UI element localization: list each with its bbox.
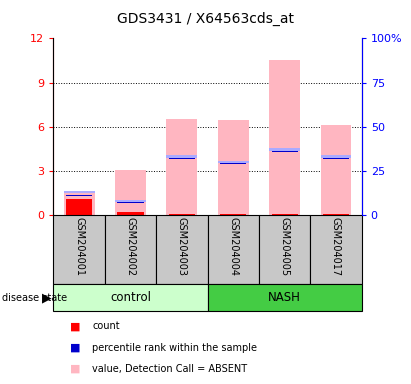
Bar xyxy=(208,215,259,284)
Bar xyxy=(64,192,95,215)
Text: ■: ■ xyxy=(70,364,81,374)
Bar xyxy=(115,170,146,215)
Bar xyxy=(323,158,349,159)
Bar xyxy=(269,148,300,151)
Text: count: count xyxy=(92,321,120,331)
Text: GSM204017: GSM204017 xyxy=(331,217,341,276)
Text: GSM204005: GSM204005 xyxy=(279,217,290,276)
Bar xyxy=(272,151,298,152)
Text: value, Detection Call = ABSENT: value, Detection Call = ABSENT xyxy=(92,364,247,374)
Text: GSM204003: GSM204003 xyxy=(177,217,187,276)
Bar xyxy=(53,215,105,284)
Bar xyxy=(66,195,92,196)
Bar xyxy=(272,214,298,215)
Bar xyxy=(115,200,146,202)
Bar xyxy=(259,215,310,284)
Bar xyxy=(323,214,349,215)
Text: control: control xyxy=(110,291,151,304)
Bar xyxy=(118,212,143,215)
Bar xyxy=(166,156,197,158)
Bar xyxy=(220,214,246,215)
Text: percentile rank within the sample: percentile rank within the sample xyxy=(92,343,257,353)
Bar xyxy=(118,202,143,204)
Text: GSM204001: GSM204001 xyxy=(74,217,84,276)
Bar xyxy=(321,156,351,158)
Text: NASH: NASH xyxy=(268,291,301,304)
Bar xyxy=(66,199,92,215)
Bar xyxy=(156,215,208,284)
Text: GSM204002: GSM204002 xyxy=(125,217,136,276)
Bar xyxy=(321,125,351,215)
Bar xyxy=(169,158,195,159)
Text: GDS3431 / X64563cds_at: GDS3431 / X64563cds_at xyxy=(117,12,294,26)
Text: ■: ■ xyxy=(70,321,81,331)
Text: ▶: ▶ xyxy=(42,291,52,304)
Bar xyxy=(64,191,95,194)
Bar xyxy=(166,119,197,215)
Bar xyxy=(53,284,208,311)
Bar xyxy=(220,163,246,164)
Bar xyxy=(169,214,195,215)
Bar xyxy=(310,215,362,284)
Bar xyxy=(208,284,362,311)
Text: ■: ■ xyxy=(70,343,81,353)
Bar xyxy=(105,215,156,284)
Bar xyxy=(218,161,249,163)
Bar xyxy=(269,60,300,215)
Text: disease state: disease state xyxy=(2,293,67,303)
Bar xyxy=(218,120,249,215)
Text: GSM204004: GSM204004 xyxy=(228,217,238,276)
